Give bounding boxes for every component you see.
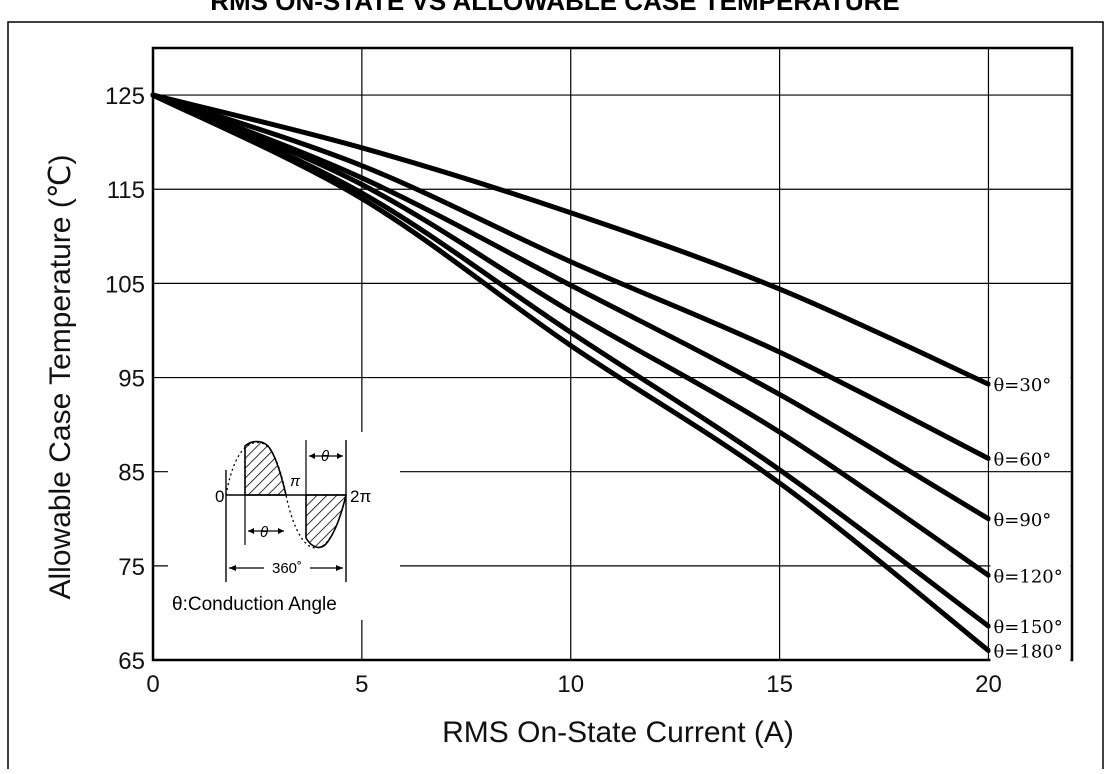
chart-title: RMS ON-STATE VS ALLOWABLE CASE TEMPERATU… <box>210 0 899 16</box>
series-line <box>150 92 991 654</box>
y-tick-label: 95 <box>118 366 145 393</box>
inset-label-pi: π <box>290 473 301 490</box>
series-line <box>150 92 991 387</box>
series-label-bg <box>990 507 1071 530</box>
series-label: θ=180° <box>993 642 1062 663</box>
series-label: θ=150° <box>993 617 1062 638</box>
inset-360-label-bg <box>264 558 310 576</box>
series-label-bg <box>990 564 1071 587</box>
inset-background <box>168 432 400 620</box>
series-labels: θ=30° θ=60° θ=90° θ=120° θ=150° θ=180° <box>990 373 1071 663</box>
x-tick-label: 10 <box>557 671 584 698</box>
x-tick-label: 5 <box>355 671 368 698</box>
inset-label-theta-bottom: θ <box>260 524 268 541</box>
tick-labels: 0 5 10 15 20 65 75 85 95 105 115 125 <box>105 83 1002 698</box>
x-axis-title: RMS On-State Current (A) <box>442 716 794 749</box>
series-label-bg <box>990 447 1071 470</box>
series-label-bg <box>990 615 1071 638</box>
x-tick-label: 0 <box>146 671 159 698</box>
series-lines <box>150 92 991 654</box>
series-line <box>150 92 991 629</box>
y-axis-title: Allowable Case Temperature (℃) <box>44 155 77 600</box>
inset-positive-conduction <box>244 440 288 496</box>
y-tick-label: 75 <box>118 554 145 581</box>
series-label: θ=60° <box>993 450 1051 471</box>
series-label: θ=90° <box>993 510 1051 531</box>
series-line <box>150 92 991 462</box>
conduction-angle-inset: 0 π 2π θ θ 360˚ θ:Conduction Angle <box>168 432 400 620</box>
x-tick-label: 20 <box>975 671 1002 698</box>
inset-label-two-pi: 2π <box>350 487 371 506</box>
series-label: θ=120° <box>993 566 1062 587</box>
inset-label-360: 360˚ <box>272 560 302 577</box>
inset-label-zero: 0 <box>215 487 224 506</box>
series-label: θ=30° <box>993 375 1051 396</box>
inset-label-theta-top: θ <box>321 448 329 465</box>
x-tick-label: 15 <box>766 671 793 698</box>
series-line <box>150 92 991 522</box>
y-tick-label: 105 <box>105 271 145 298</box>
series-label-bg <box>990 373 1071 396</box>
figure-frame <box>7 21 1104 774</box>
series-line <box>150 92 991 578</box>
y-tick-label: 125 <box>105 83 145 110</box>
y-tick-label: 115 <box>107 177 145 204</box>
y-tick-label: 65 <box>118 648 145 675</box>
axes <box>151 46 1074 662</box>
series-label-bg <box>990 639 1071 662</box>
inset-negative-conduction <box>305 494 348 549</box>
inset-caption: θ:Conduction Angle <box>172 594 337 615</box>
y-tick-label: 85 <box>118 460 145 487</box>
plot-area-border <box>151 46 1074 662</box>
